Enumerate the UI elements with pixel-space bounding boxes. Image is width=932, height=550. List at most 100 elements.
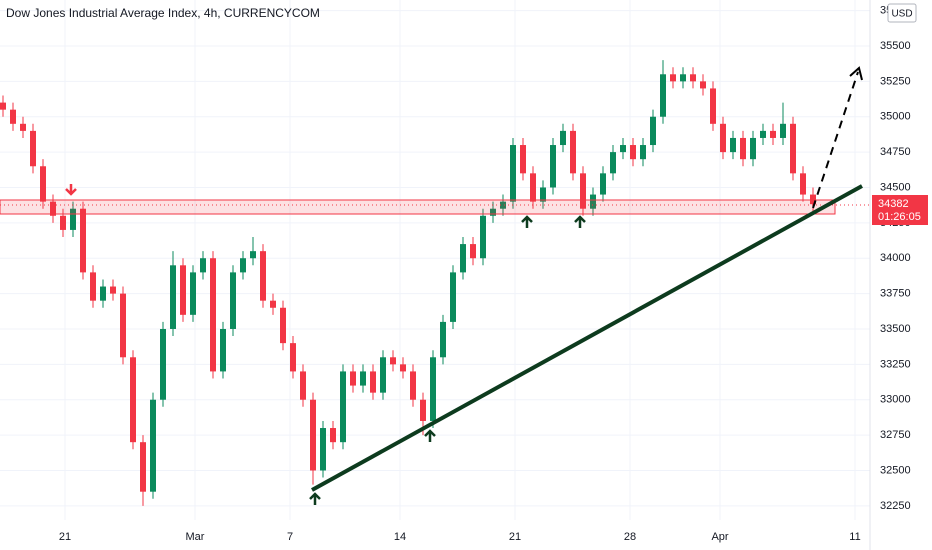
candle-body <box>710 88 716 124</box>
candle-body <box>280 307 286 344</box>
candle-body <box>240 258 246 273</box>
candle-body <box>530 173 536 202</box>
y-tick-label: 33750 <box>880 288 911 300</box>
candle-body <box>720 123 726 153</box>
candle-body <box>750 137 756 160</box>
candle-body <box>180 265 186 315</box>
candle-body <box>230 272 236 329</box>
candle-body <box>590 194 596 209</box>
candle-body <box>560 130 566 146</box>
candle-body <box>420 399 426 421</box>
candle-body <box>110 286 116 294</box>
candle-body <box>480 215 486 259</box>
candle-body <box>260 251 266 301</box>
candle-body <box>400 364 406 372</box>
candle-body <box>570 130 576 174</box>
y-tick-label: 32250 <box>880 500 911 512</box>
y-tick-label: 35500 <box>880 40 911 52</box>
candle-body <box>350 371 356 386</box>
x-tick-label: Apr <box>711 531 728 543</box>
candle-body <box>440 321 446 358</box>
candle-body <box>40 166 46 202</box>
candle-body <box>780 123 786 138</box>
candle-body <box>140 442 146 492</box>
candle-body <box>740 137 746 160</box>
candle-body <box>0 102 6 110</box>
y-tick-label: 34750 <box>880 146 911 158</box>
x-tick-label: Mar <box>186 531 205 543</box>
y-tick-label: 35250 <box>880 75 911 87</box>
candle-body <box>390 357 396 365</box>
candle-body <box>520 145 526 174</box>
y-tick-label: 33250 <box>880 358 911 370</box>
x-tick-label: 28 <box>624 531 636 543</box>
candle-body <box>100 286 106 301</box>
candle-body <box>270 300 276 308</box>
candle-body <box>60 215 66 230</box>
candle-body <box>200 258 206 273</box>
candle-body <box>510 145 516 202</box>
candle-body <box>310 399 316 471</box>
candle-body <box>210 258 216 372</box>
y-tick-label: 35000 <box>880 111 911 123</box>
resistance-zone <box>0 199 836 215</box>
candle-body <box>610 152 616 174</box>
candle-body <box>620 145 626 153</box>
candle-body <box>660 74 666 117</box>
resistance-arrow <box>65 184 77 196</box>
candle-body <box>450 272 456 322</box>
candle-body <box>320 428 326 471</box>
candle-body <box>130 357 136 443</box>
candle-body <box>30 130 36 167</box>
currency: USD <box>891 9 912 20</box>
candle-body <box>300 371 306 400</box>
candle-body <box>70 208 76 230</box>
projection-arrowhead <box>849 66 863 81</box>
candle-body <box>680 74 686 82</box>
y-tick-label: 32500 <box>880 464 911 476</box>
y-tick-label: 33500 <box>880 323 911 335</box>
last-price: 34382 <box>878 198 909 210</box>
candle-body <box>490 208 496 216</box>
candle-body <box>770 130 776 138</box>
y-tick-label: 34000 <box>880 252 911 264</box>
candle-body <box>430 357 436 421</box>
candle-body <box>600 173 606 195</box>
candle-body <box>220 328 226 372</box>
candle-body <box>800 173 806 195</box>
candle-body <box>640 145 646 160</box>
candle-body <box>460 244 466 273</box>
plot-area <box>0 0 870 520</box>
currency-box <box>887 3 917 23</box>
candle-body <box>120 293 126 358</box>
candle-body <box>580 173 586 209</box>
x-tick-label: 21 <box>509 531 521 543</box>
candle-body <box>330 428 336 443</box>
candle-body <box>80 208 86 273</box>
candle-body <box>540 187 546 202</box>
countdown: 01:26:05 <box>878 211 921 223</box>
candle-body <box>700 81 706 89</box>
x-tick-label: 14 <box>394 531 406 543</box>
candle-body <box>190 272 196 315</box>
price-tag <box>872 195 928 225</box>
candle-body <box>630 145 636 160</box>
x-tick-label: 11 <box>849 531 860 543</box>
candle-body <box>150 399 156 492</box>
candle-body <box>50 201 56 216</box>
chart-title: Dow Jones Industrial Average Index, 4h, … <box>6 6 320 20</box>
y-tick-label: 34500 <box>880 181 911 193</box>
candle-body <box>290 343 296 372</box>
candle-body <box>810 194 816 205</box>
candle-body <box>160 328 166 400</box>
candle-body <box>730 137 736 153</box>
candle-body <box>370 371 376 393</box>
support-arrows <box>309 215 586 505</box>
candle-body <box>690 74 696 82</box>
candle-body <box>410 371 416 400</box>
candle-body <box>500 201 506 209</box>
candle-body <box>20 123 26 131</box>
candle-body <box>760 130 766 138</box>
candle-body <box>340 371 346 443</box>
candle-body <box>790 123 796 174</box>
